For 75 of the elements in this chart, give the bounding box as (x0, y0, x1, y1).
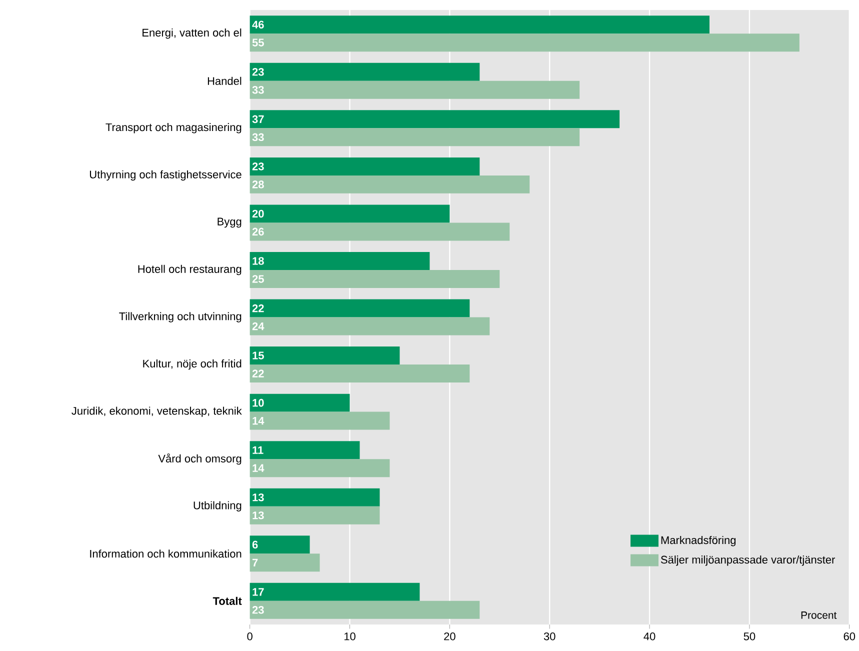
data-label: 28 (252, 180, 264, 189)
data-label: 23 (252, 606, 264, 614)
x-tick-label: 60 (844, 632, 856, 641)
bar (250, 394, 350, 412)
y-tick-label: Kultur, nöje och fritid (143, 360, 242, 370)
legend-label: Marknadsföring (661, 536, 736, 546)
data-label: 14 (252, 464, 264, 472)
data-label: 22 (252, 370, 264, 378)
data-label: 55 (252, 39, 264, 47)
data-label: 23 (252, 162, 264, 171)
bar (250, 346, 400, 365)
bar (250, 16, 710, 34)
y-tick-label: Handel (208, 77, 242, 86)
data-label: 22 (252, 304, 264, 312)
bar (250, 506, 380, 525)
bar (250, 554, 320, 572)
bar (250, 601, 480, 620)
data-label: 6 (252, 540, 258, 549)
bar (250, 441, 360, 460)
y-tick-label: Vård och omsorg (158, 454, 242, 465)
y-tick-label: Juridik, ekonomi, vetenskap, teknik (72, 406, 242, 418)
data-label: 24 (252, 322, 264, 330)
bar (250, 63, 480, 82)
data-label: 7 (252, 559, 258, 567)
x-tick-label: 30 (544, 632, 556, 641)
bar (250, 81, 580, 100)
y-tick-label: Tillverkning och utvinning (119, 312, 242, 323)
legend-label: Säljer miljöanpassade varor/tjänster (660, 556, 835, 566)
data-label: 14 (252, 417, 264, 425)
bar (250, 252, 430, 270)
bar (250, 222, 510, 241)
data-label: 10 (252, 399, 264, 407)
x-tick-label: 50 (744, 632, 756, 641)
y-tick-label: Totalt (212, 597, 242, 606)
bar (250, 318, 490, 336)
data-label: 13 (252, 494, 264, 502)
x-tick-label: 0 (247, 632, 252, 641)
bar (250, 270, 500, 288)
bar (250, 488, 380, 507)
data-label: 11 (252, 446, 264, 454)
data-label: 20 (252, 210, 264, 218)
data-label: 18 (252, 257, 264, 266)
x-axis-title: Procent (801, 612, 837, 620)
bar (250, 364, 470, 383)
y-tick-label: Bygg (218, 218, 242, 228)
data-label: 23 (252, 68, 264, 76)
bar (250, 34, 800, 52)
bar (250, 300, 470, 318)
bar (250, 536, 310, 554)
y-tick-label: Uthyrning och fastighetsservice (90, 170, 242, 181)
y-tick-label: Transport och magasinering (106, 123, 242, 134)
bar (250, 459, 390, 478)
data-label: 33 (252, 133, 264, 142)
bar (250, 128, 580, 146)
data-label: 46 (252, 20, 264, 29)
x-tick-label: 10 (344, 632, 356, 641)
bar (250, 204, 450, 223)
y-tick-label: Hotell och restaurang (138, 265, 242, 276)
data-label: 25 (252, 275, 264, 284)
data-label: 15 (252, 352, 264, 360)
data-label: 37 (252, 116, 264, 124)
x-tick-label: 40 (644, 632, 656, 641)
data-label: 13 (252, 512, 264, 520)
bar (250, 176, 530, 194)
data-label: 26 (252, 228, 264, 236)
data-label: 33 (252, 86, 264, 94)
y-tick-label: Information och kommunikation (90, 550, 242, 558)
y-tick-label: Utbildning (194, 501, 242, 512)
bar (250, 583, 420, 602)
bar (250, 158, 480, 176)
data-label: 17 (252, 588, 264, 596)
bar (250, 110, 620, 128)
bar (250, 412, 390, 430)
y-tick-label: Energi, vatten och el (142, 28, 242, 39)
x-tick-label: 20 (444, 632, 456, 641)
